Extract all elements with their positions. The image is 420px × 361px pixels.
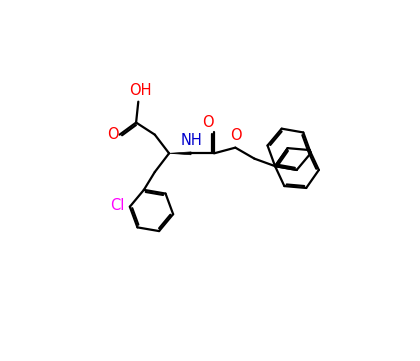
Text: O: O bbox=[202, 115, 214, 130]
Text: O: O bbox=[230, 128, 242, 143]
Text: Cl: Cl bbox=[110, 197, 124, 213]
Polygon shape bbox=[169, 152, 191, 155]
Text: NH: NH bbox=[180, 134, 202, 148]
Text: O: O bbox=[107, 127, 118, 142]
Text: OH: OH bbox=[129, 83, 151, 98]
